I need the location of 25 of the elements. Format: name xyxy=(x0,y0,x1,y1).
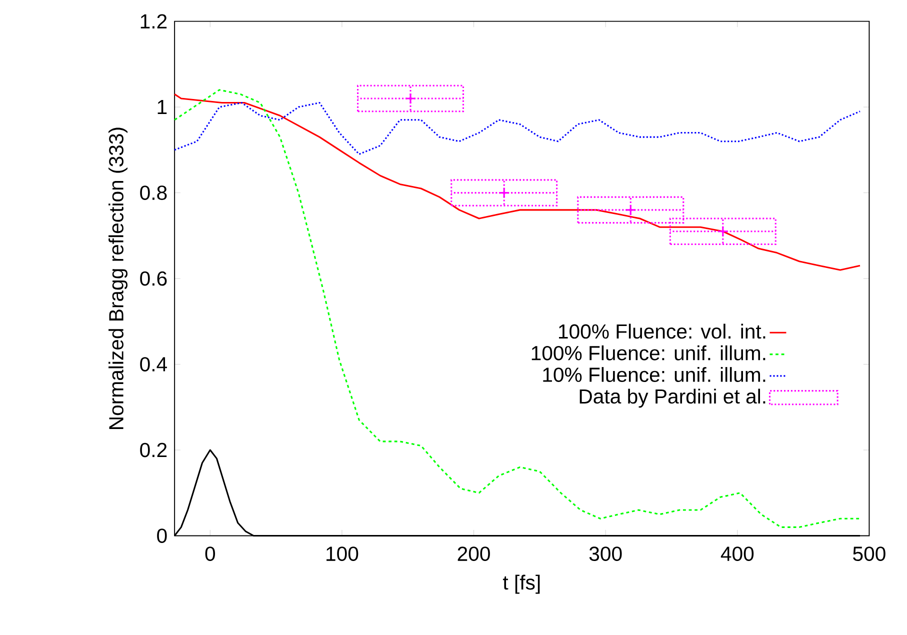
y-tick-label: 0.4 xyxy=(140,357,167,372)
y-tick-label: 1 xyxy=(158,100,167,114)
x-tick-label: 500 xyxy=(853,546,886,562)
line-series xyxy=(174,89,861,528)
x-tick-label: 400 xyxy=(720,546,754,562)
point xyxy=(404,93,416,104)
x-tick-label: 100 xyxy=(326,546,358,562)
y-tick-label: 0.8 xyxy=(140,186,167,200)
x-tick-label: 200 xyxy=(458,546,490,562)
y-tick-label: 1.2 xyxy=(140,14,167,29)
y-tick-label: 0.2 xyxy=(140,443,167,458)
legend-label: 100% Fluence: unif. illum. xyxy=(532,346,766,361)
y-axis-title: Normalized Bragg reflection (333) xyxy=(108,128,128,430)
x-tick-label: 300 xyxy=(589,546,622,562)
point xyxy=(717,226,729,238)
legend-label: 100% Fluence: vol. int. xyxy=(559,324,766,339)
legend-label: 10% Fluence: unif. illum. xyxy=(543,367,766,382)
point xyxy=(625,204,636,216)
y-tick-label: 0 xyxy=(157,528,167,544)
legend-label: Data by Pardini et al. xyxy=(580,388,766,408)
line-series xyxy=(174,102,861,156)
x-tick-label: 0 xyxy=(205,546,216,562)
point xyxy=(498,187,510,199)
y-tick-label: 0.6 xyxy=(140,272,167,286)
x-axis-title: t [fs] xyxy=(502,574,540,594)
